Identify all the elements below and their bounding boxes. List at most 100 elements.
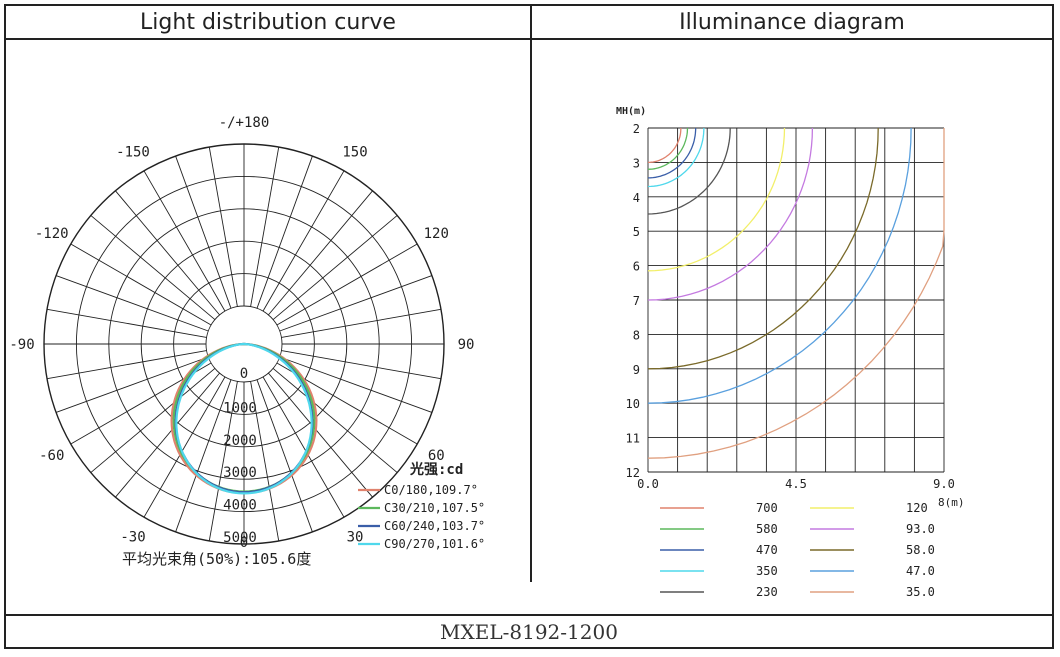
polar-grid	[43, 143, 445, 545]
polar-spoke	[276, 243, 418, 326]
polar-spoke	[250, 146, 280, 307]
polar-spoke	[143, 376, 226, 518]
y-tick-label: 2	[633, 122, 640, 136]
polar-spoke	[281, 308, 442, 338]
angle-label: -150	[116, 145, 150, 161]
y-tick-label: 6	[633, 260, 640, 274]
mh-axis-label: MH(m)	[616, 106, 646, 117]
legend-value: 230	[756, 585, 778, 599]
polar-spoke	[208, 381, 238, 542]
polar-spoke	[90, 368, 216, 473]
y-tick-label: 4	[633, 191, 640, 205]
radial-tick-label: 2000	[223, 433, 257, 449]
isolux-legend: 700 580 470 350 230 120 93.0 58.0 47.0 35.0	[660, 501, 935, 599]
polar-spoke	[55, 275, 209, 332]
isolux-curve-470	[647, 127, 697, 179]
light-distribution-title: Light distribution curve	[6, 6, 532, 40]
radial-tick-label: 1000	[223, 400, 257, 416]
isolux-curve-58.0	[647, 127, 879, 370]
polar-spoke	[175, 379, 232, 533]
y-tick-label: 9	[633, 363, 640, 377]
x-tick-label: 4.5	[785, 477, 807, 491]
y-tick-label: 11	[626, 432, 640, 446]
polar-spoke	[115, 372, 220, 498]
radial-tick-label: 4000	[223, 498, 257, 514]
legend-value: 470	[756, 543, 778, 557]
isolux-curve-35.0	[647, 128, 945, 459]
polar-spoke	[279, 356, 433, 413]
isolux-curve-580	[647, 127, 689, 170]
distribution-curve-3	[175, 342, 313, 495]
spec-sheet: Light distribution curve Illuminance dia…	[4, 4, 1054, 649]
y-tick-label: 10	[626, 397, 640, 411]
y-tick-label: 3	[633, 156, 640, 170]
y-tick-label: 8	[633, 328, 640, 342]
angle-label: -90	[9, 337, 34, 353]
angle-label: -120	[35, 226, 69, 242]
angle-label: 0	[240, 535, 248, 551]
polar-spoke	[262, 170, 345, 312]
isolux-curve-47.0	[647, 127, 912, 404]
legend-value: 93.0	[906, 522, 935, 536]
angle-label: -60	[39, 448, 64, 464]
polar-spoke	[279, 275, 433, 332]
polar-spoke	[281, 350, 442, 380]
radial-tick-label: 5000	[223, 530, 257, 546]
polar-spoke	[262, 376, 345, 518]
polar-spoke	[115, 190, 220, 316]
angle-label: 120	[424, 226, 449, 242]
polar-spoke	[256, 379, 313, 533]
legend-label: C30/210,107.5°	[384, 501, 485, 515]
angle-label: 90	[458, 337, 475, 353]
polar-spoke	[208, 146, 238, 307]
isolux-curve-230	[647, 127, 731, 215]
x-tick-label: 9.0	[933, 477, 955, 491]
angle-label: -30	[120, 529, 145, 545]
legend-label: C60/240,103.7°	[384, 519, 485, 533]
polar-labels: -/+180 150 -150 120 -120 90 -90 60 -60 30 -30 0 0 100…	[9, 115, 474, 551]
distance-axis-label: 8(m)	[938, 496, 965, 509]
y-tick-label: 12	[626, 466, 640, 480]
legend-value: 700	[756, 501, 778, 515]
legend-value: 35.0	[906, 585, 935, 599]
radial-tick-label: 0	[240, 366, 248, 382]
isolux-ticks: 2 3 4 5 6 7 8 9 10 11 120.0 4.5 9.0	[626, 122, 955, 491]
y-tick-label: 5	[633, 225, 640, 239]
legend-value: 120	[906, 501, 928, 515]
polar-spoke	[268, 372, 373, 498]
polar-spoke	[90, 215, 216, 320]
legend-value: 47.0	[906, 564, 935, 578]
angle-label: 60	[428, 448, 445, 464]
beam-angle-text: 平均光束角(50%):105.6度	[122, 550, 311, 568]
legend-value: 580	[756, 522, 778, 536]
polar-spoke	[175, 155, 232, 309]
angle-label: -/+180	[219, 115, 270, 131]
angle-label: 150	[342, 145, 367, 161]
isolux-curve-700	[648, 127, 682, 164]
radial-tick-label: 3000	[223, 465, 257, 481]
polar-spoke	[272, 368, 398, 473]
polar-spoke	[143, 170, 226, 312]
polar-spoke	[46, 308, 207, 338]
legend-value: 58.0	[906, 543, 935, 557]
legend-label: C0/180,109.7°	[384, 483, 478, 497]
isolux-grid	[647, 127, 945, 473]
polar-spoke	[268, 190, 373, 316]
illuminance-diagram-title: Illuminance diagram	[532, 6, 1052, 40]
x-tick-label: 0.0	[637, 477, 659, 491]
polar-spoke	[70, 243, 212, 326]
legend-value: 350	[756, 564, 778, 578]
isolux-curve-120	[647, 127, 786, 272]
polar-legend: C0/180,109.7° C30/210,107.5° C60/240,103.7…	[358, 483, 485, 551]
angle-label: 30	[347, 529, 364, 545]
model-number: MXEL-8192-1200	[440, 619, 618, 644]
polar-spoke	[256, 155, 313, 309]
column-divider	[530, 6, 532, 582]
polar-spoke	[272, 215, 398, 320]
polar-spoke	[250, 381, 280, 542]
polar-spoke	[46, 350, 207, 380]
isolux-curve-93.0	[647, 127, 814, 301]
footer-divider	[6, 614, 1052, 616]
polar-spoke	[55, 356, 209, 413]
polar-curves	[170, 342, 318, 495]
